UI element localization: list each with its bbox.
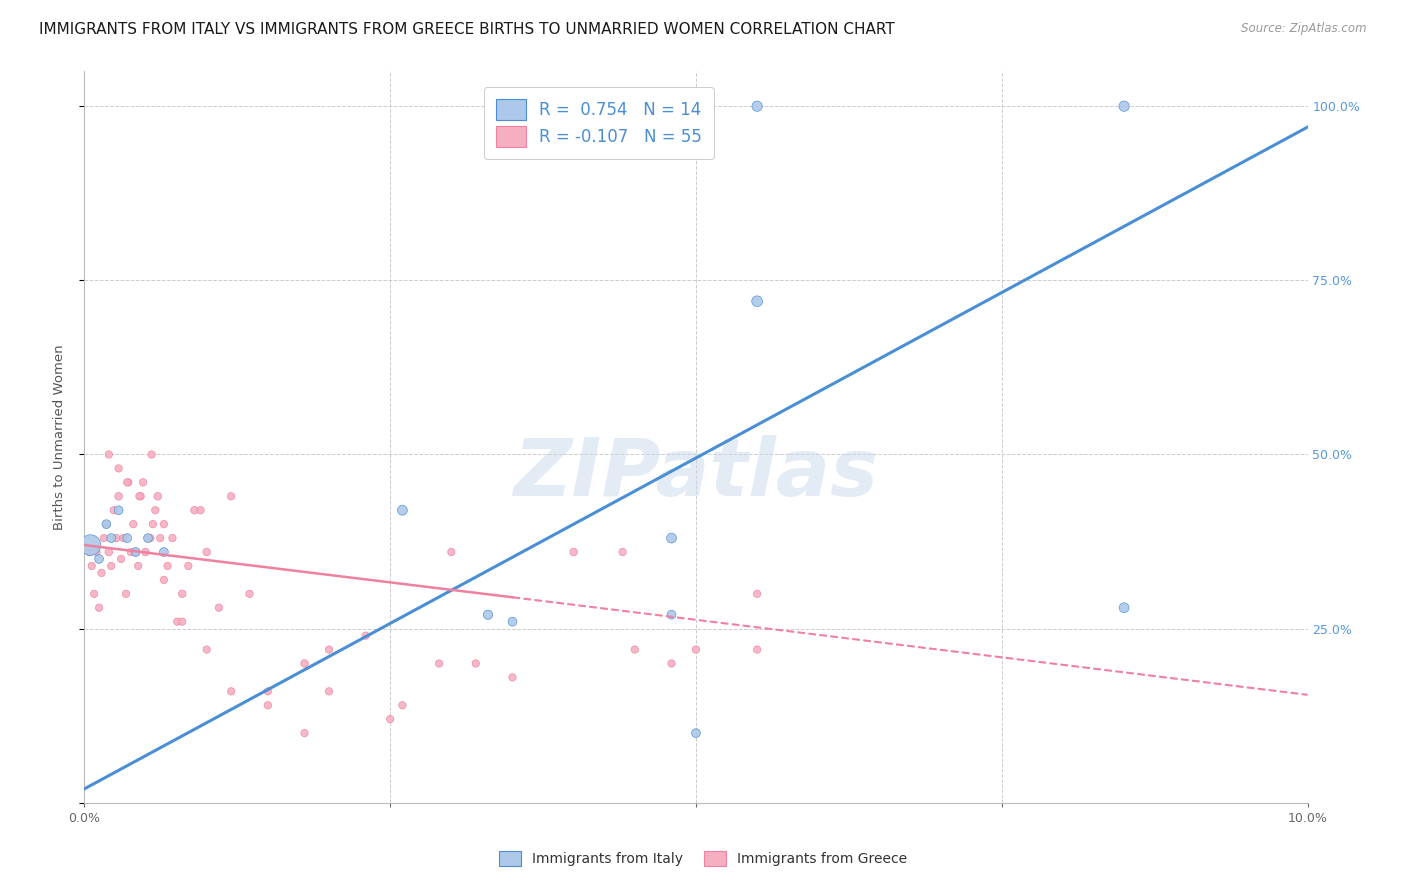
Point: [195, 545, 218, 559]
Point: [139, 531, 162, 545]
Point: [77, 545, 100, 559]
Point: [97, 545, 120, 559]
Point: [391, 503, 413, 517]
Y-axis label: Births to Unmarried Women: Births to Unmarried Women: [53, 344, 66, 530]
Point: [294, 726, 316, 740]
Point: [257, 698, 280, 713]
Point: [166, 615, 188, 629]
Point: [125, 545, 148, 559]
Point: [318, 684, 340, 698]
Point: [141, 448, 163, 462]
Point: [83, 587, 105, 601]
Point: [87, 600, 110, 615]
Point: [80, 558, 103, 573]
Point: [380, 712, 402, 726]
Point: [146, 489, 169, 503]
Point: [86, 545, 108, 559]
Point: [747, 294, 769, 309]
Point: [127, 558, 149, 573]
Point: [110, 552, 132, 566]
Point: [195, 642, 218, 657]
Point: [502, 615, 524, 629]
Point: [427, 657, 450, 671]
Point: [190, 503, 212, 517]
Point: [143, 503, 166, 517]
Point: [219, 489, 242, 503]
Point: [562, 545, 585, 559]
Point: [172, 587, 194, 601]
Text: IMMIGRANTS FROM ITALY VS IMMIGRANTS FROM GREECE BIRTHS TO UNMARRIED WOMEN CORREL: IMMIGRANTS FROM ITALY VS IMMIGRANTS FROM…: [39, 22, 896, 37]
Point: [115, 475, 138, 490]
Point: [661, 531, 683, 545]
Point: [107, 489, 129, 503]
Point: [661, 657, 683, 671]
Point: [90, 566, 112, 580]
Point: [103, 503, 125, 517]
Point: [153, 545, 176, 559]
Legend: Immigrants from Italy, Immigrants from Greece: Immigrants from Italy, Immigrants from G…: [494, 846, 912, 871]
Point: [87, 552, 110, 566]
Point: [135, 545, 157, 559]
Point: [129, 489, 152, 503]
Point: [107, 503, 129, 517]
Point: [117, 475, 139, 490]
Point: [440, 545, 463, 559]
Point: [318, 642, 340, 657]
Point: [162, 531, 184, 545]
Point: [685, 726, 707, 740]
Point: [96, 517, 118, 532]
Point: [153, 573, 176, 587]
Text: Source: ZipAtlas.com: Source: ZipAtlas.com: [1241, 22, 1367, 36]
Point: [502, 670, 524, 684]
Point: [747, 587, 769, 601]
Point: [132, 475, 155, 490]
Point: [107, 461, 129, 475]
Point: [172, 615, 194, 629]
Point: [93, 531, 115, 545]
Point: [142, 517, 165, 532]
Point: [354, 629, 377, 643]
Point: [122, 517, 145, 532]
Point: [136, 531, 159, 545]
Point: [391, 698, 413, 713]
Point: [79, 538, 101, 552]
Point: [685, 642, 707, 657]
Point: [208, 600, 231, 615]
Point: [661, 607, 683, 622]
Point: [115, 531, 138, 545]
Point: [136, 531, 159, 545]
Point: [1114, 600, 1136, 615]
Point: [149, 531, 172, 545]
Point: [294, 657, 316, 671]
Point: [156, 558, 179, 573]
Point: [125, 545, 148, 559]
Point: [257, 684, 280, 698]
Legend: R =  0.754   N = 14, R = -0.107   N = 55: R = 0.754 N = 14, R = -0.107 N = 55: [484, 87, 714, 159]
Point: [100, 558, 122, 573]
Point: [120, 545, 142, 559]
Point: [464, 657, 486, 671]
Point: [153, 517, 176, 532]
Point: [1114, 99, 1136, 113]
Point: [747, 642, 769, 657]
Point: [624, 642, 647, 657]
Point: [105, 531, 128, 545]
Point: [100, 531, 122, 545]
Point: [96, 517, 118, 532]
Point: [97, 448, 120, 462]
Text: ZIPatlas: ZIPatlas: [513, 434, 879, 513]
Point: [183, 503, 205, 517]
Point: [128, 489, 150, 503]
Point: [612, 545, 634, 559]
Point: [747, 99, 769, 113]
Point: [477, 607, 499, 622]
Point: [238, 587, 260, 601]
Point: [219, 684, 242, 698]
Point: [177, 558, 200, 573]
Point: [115, 587, 138, 601]
Point: [112, 531, 135, 545]
